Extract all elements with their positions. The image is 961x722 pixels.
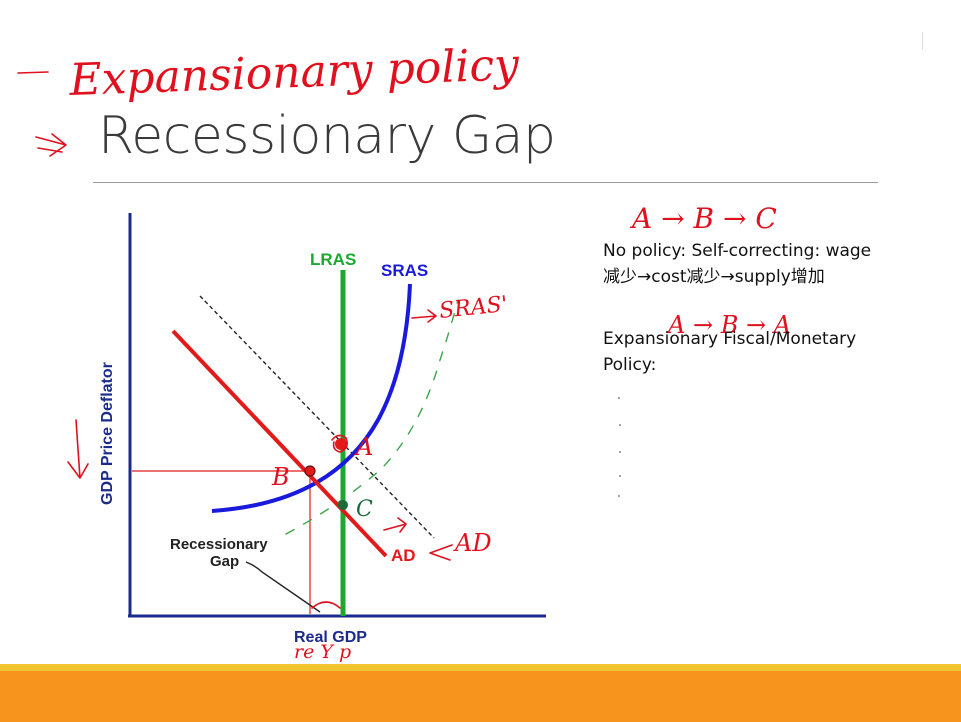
point-b-marker	[304, 465, 316, 477]
point-c-marker	[338, 500, 348, 510]
handwritten-dash-mark	[17, 71, 49, 74]
ad-curve	[171, 329, 388, 558]
recessionary-gap-label-line2: Gap	[210, 553, 239, 570]
y-axis-label: GDP Price Deflator	[99, 362, 116, 505]
path-note-middle: A → B → A	[666, 311, 791, 339]
sras-label: SRAS	[381, 261, 428, 280]
handwritten-down-arrow-icon	[67, 419, 89, 479]
title-divider	[93, 182, 878, 183]
ad-label-arrow-icon	[429, 544, 453, 561]
gap-bracket-mark	[311, 601, 341, 609]
notes-spacer	[603, 290, 933, 326]
ad-label: AD	[391, 546, 416, 565]
placeholder-dots	[618, 397, 621, 497]
notes-line-4: Policy:	[603, 355, 657, 375]
handwritten-arrow-icon	[35, 133, 67, 157]
notes-line-3: Expansionary Fiscal/Monetary	[603, 329, 857, 349]
notes-line-2: 减少→cost减少→supply增加	[603, 267, 825, 287]
point-b-label: B	[271, 463, 290, 491]
shifted-sras-curve	[285, 299, 459, 535]
footer-band	[0, 671, 961, 722]
point-c-label: C	[356, 497, 373, 522]
handwritten-heading: Expansionary policy	[68, 39, 521, 106]
slide-edge-mark	[922, 32, 923, 50]
shifted-ad-curve	[199, 295, 435, 539]
point-a-scribble	[331, 434, 348, 453]
notes-line-1: No policy: Self-correcting: wage	[603, 241, 872, 261]
sras-curve	[211, 283, 412, 513]
sras-shift-arrow-icon	[411, 309, 437, 323]
sras-shift-label: SRAS'	[438, 292, 509, 324]
real-gdp-note: re Y p	[294, 641, 351, 663]
slide-title: Recessionary Gap	[98, 106, 556, 166]
ad-shift-arrow-icon	[383, 517, 407, 533]
policy-notes: No policy: Self-correcting: wage 减少→cost…	[603, 238, 933, 378]
recessionary-gap-leader	[245, 561, 321, 613]
point-a-label: A	[354, 433, 373, 461]
recessionary-gap-label-line1: Recessionary	[170, 536, 268, 553]
path-note-top: A → B → C	[629, 202, 777, 235]
footer-accent-stripe	[0, 664, 961, 671]
ad-shift-label: AD	[453, 529, 492, 557]
lras-label: LRAS	[310, 250, 356, 269]
point-a-marker	[335, 438, 347, 450]
x-axis-label: Real GDP	[294, 629, 367, 646]
